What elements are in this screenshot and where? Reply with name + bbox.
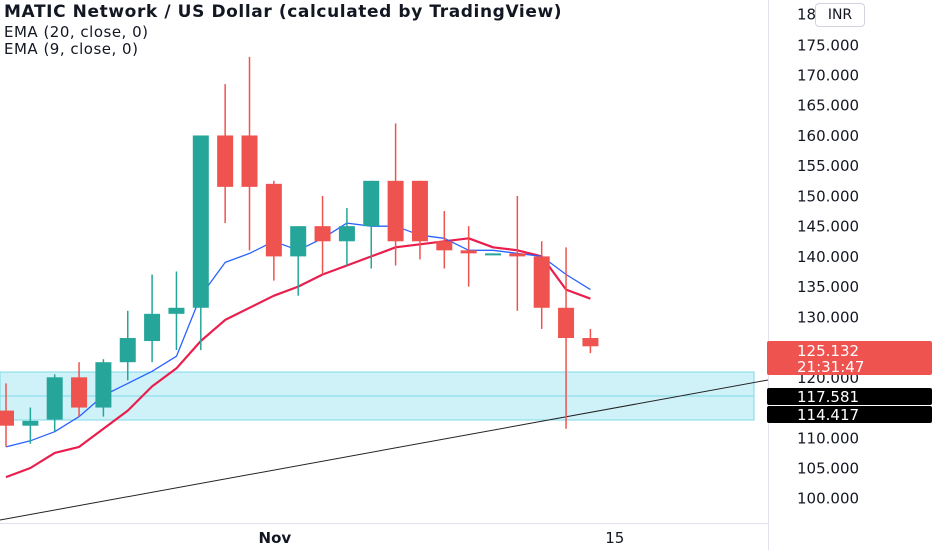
price-tick-label: 160.000	[797, 127, 859, 145]
price-tick-label: 110.000	[797, 429, 859, 447]
price-tick-label: 100.000	[797, 490, 859, 508]
candle-body	[582, 338, 599, 347]
candle-body	[436, 241, 453, 251]
countdown-label: 21:31:47	[797, 358, 864, 376]
trendline-layer	[0, 379, 769, 521]
candle-body	[411, 180, 428, 242]
symbol-title[interactable]: MATIC Network / US Dollar (calculated by…	[4, 2, 563, 22]
zone-upper-label: 117.581	[797, 388, 859, 406]
candle[interactable]	[22, 407, 39, 444]
chart-legend: MATIC Network / US Dollar (calculated by…	[4, 0, 770, 58]
candle[interactable]	[265, 180, 282, 281]
candle[interactable]	[46, 374, 63, 432]
candle-body	[509, 253, 526, 257]
candle[interactable]	[144, 274, 161, 363]
price-tick-label: 170.000	[797, 67, 859, 85]
candle-body	[22, 420, 39, 426]
candle-body	[533, 256, 550, 308]
candle-body	[558, 307, 575, 339]
candle-body	[46, 377, 63, 420]
candle[interactable]	[0, 383, 14, 447]
price-axis: 180.000175.000170.000165.000160.000155.0…	[770, 0, 932, 508]
axis-top-mask	[770, 0, 932, 3]
candle-body	[192, 135, 209, 308]
time-axis: Nov 15	[259, 529, 625, 547]
candle[interactable]	[338, 208, 355, 266]
price-tick-label: 155.000	[797, 157, 859, 175]
price-tick-label: 105.000	[797, 460, 859, 478]
price-tick-label: 140.000	[797, 248, 859, 266]
candle-body	[95, 362, 112, 408]
current-price-tag	[767, 341, 932, 375]
candle-body	[290, 226, 307, 257]
price-tick-label: 130.000	[797, 308, 859, 326]
candle[interactable]	[241, 56, 258, 251]
candle-body	[265, 183, 282, 257]
candle-body	[338, 226, 355, 242]
candle[interactable]	[290, 226, 307, 296]
zone-lower-label: 114.417	[797, 406, 859, 424]
price-tick-label: 150.000	[797, 187, 859, 205]
candle-body	[363, 180, 380, 227]
support-zone-layer	[0, 371, 755, 421]
candle[interactable]	[95, 359, 112, 417]
candle[interactable]	[192, 135, 209, 351]
candle-body	[314, 226, 331, 242]
price-tick-label: 175.000	[797, 36, 859, 54]
candle-body	[460, 250, 477, 254]
price-tick-label: 165.000	[797, 97, 859, 115]
price-tick-label: 145.000	[797, 218, 859, 236]
candle[interactable]	[387, 123, 404, 266]
candle[interactable]	[363, 180, 380, 269]
current-price-label: 125.132	[797, 342, 859, 360]
candle[interactable]	[411, 180, 428, 260]
candle-body	[217, 135, 234, 187]
candle[interactable]	[217, 84, 234, 224]
candle-body	[241, 135, 258, 187]
time-tick-label: Nov	[259, 529, 292, 547]
candle-body	[144, 313, 161, 342]
candle[interactable]	[460, 226, 477, 287]
candle-body	[387, 180, 404, 242]
price-tick-label: 135.000	[797, 278, 859, 296]
candle-body	[168, 307, 185, 314]
candle[interactable]	[533, 241, 550, 329]
candle[interactable]	[558, 247, 575, 429]
currency-button[interactable]: INR	[815, 3, 865, 27]
zone-upper-tag	[767, 388, 932, 405]
candles-layer	[0, 56, 599, 447]
time-tick-label: 15	[605, 529, 624, 547]
candle-body	[0, 410, 14, 426]
candle[interactable]	[485, 253, 501, 256]
candle-body	[485, 253, 501, 256]
candle[interactable]	[582, 328, 599, 354]
candle-body	[71, 377, 88, 408]
candle[interactable]	[119, 310, 136, 381]
candle[interactable]	[436, 211, 453, 269]
ema20-indicator-label[interactable]: EMA (20, close, 0)	[4, 23, 149, 41]
candle[interactable]	[314, 195, 331, 275]
candle-body	[119, 338, 136, 363]
ascending-trendline	[0, 379, 769, 521]
ema9-indicator-label[interactable]: EMA (9, close, 0)	[4, 40, 139, 58]
candle[interactable]	[71, 362, 88, 417]
candle[interactable]	[168, 271, 185, 351]
candle[interactable]	[509, 195, 526, 311]
zone-lower-tag	[767, 406, 932, 423]
